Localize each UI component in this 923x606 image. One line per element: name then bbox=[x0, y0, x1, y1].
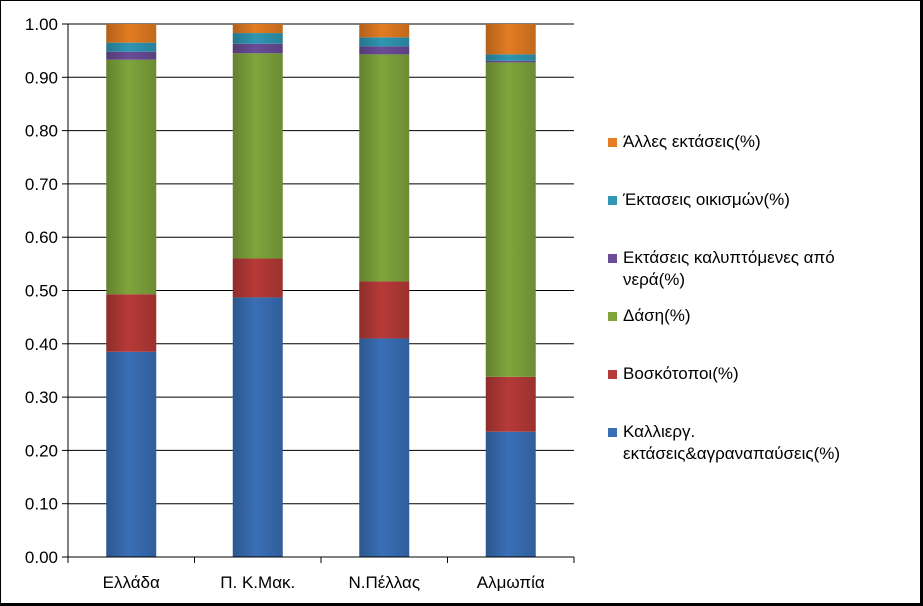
legend-label: Καλλιεργ. εκτάσεις&αγραναπαύσεις(%) bbox=[623, 422, 840, 463]
bar-segment bbox=[106, 51, 157, 60]
bar-segment bbox=[232, 297, 283, 557]
legend-label: Βοσκότοποι(%) bbox=[623, 364, 739, 383]
bar-segment bbox=[359, 46, 410, 55]
bar-segment bbox=[232, 43, 283, 54]
x-tick-labels: Ελλάδα Π. Κ.Μακ. Ν.Πέλλας Αλμωπία bbox=[103, 573, 545, 592]
bar-segment bbox=[106, 59, 157, 295]
bars bbox=[106, 24, 536, 557]
bar-segment bbox=[232, 24, 283, 34]
legend-label: Άλλες εκτάσεις(%) bbox=[623, 132, 761, 151]
bar-segment bbox=[359, 24, 410, 38]
legend-swatch bbox=[608, 254, 617, 263]
legend-swatch bbox=[608, 312, 617, 321]
legend-swatch bbox=[608, 428, 617, 437]
y-tick-label: 0.10 bbox=[25, 495, 58, 514]
y-tick-label: 0.40 bbox=[25, 335, 58, 354]
legend-item: Καλλιεργ. εκτάσεις&αγραναπαύσεις(%) bbox=[608, 422, 840, 463]
legend-item: Έκτασεις οικισμών(%) bbox=[608, 190, 790, 209]
bar-segment bbox=[232, 258, 283, 298]
legend-label: Δάση(%) bbox=[623, 306, 691, 325]
legend: Άλλες εκτάσεις(%) Έκτασεις οικισμών(%) Εκτ… bbox=[608, 132, 840, 463]
legend-item: Δάση(%) bbox=[608, 306, 691, 325]
bar-segment bbox=[106, 351, 157, 557]
y-tick-label: 0.70 bbox=[25, 175, 58, 194]
x-tick-label: Ν.Πέλλας bbox=[348, 573, 420, 592]
bar-segment bbox=[359, 338, 410, 557]
y-tick-label: 0.90 bbox=[25, 68, 58, 87]
bar-segment bbox=[485, 376, 536, 432]
legend-item: Άλλες εκτάσεις(%) bbox=[608, 132, 761, 151]
y-tick-label: 0.30 bbox=[25, 388, 58, 407]
y-tick-label: 0.80 bbox=[25, 122, 58, 141]
y-tick-label: 1.00 bbox=[25, 15, 58, 34]
bar-segment bbox=[485, 60, 536, 63]
x-tick-label: Αλμωπία bbox=[477, 573, 545, 592]
x-tick-label: Ελλάδα bbox=[103, 573, 160, 592]
legend-label: Έκτασεις οικισμών(%) bbox=[622, 190, 790, 209]
y-tick-label: 0.00 bbox=[25, 548, 58, 567]
legend-label: Εκτάσεις καλυπτόμενες από νερά(%) bbox=[623, 248, 835, 289]
y-tick-label: 0.60 bbox=[25, 228, 58, 247]
legend-swatch bbox=[608, 138, 617, 147]
bar-segment bbox=[485, 54, 536, 61]
axes bbox=[67, 24, 575, 563]
legend-item: Εκτάσεις καλυπτόμενες από νερά(%) bbox=[608, 248, 835, 289]
y-tick-label: 0.50 bbox=[25, 282, 58, 301]
bar-segment bbox=[232, 33, 283, 44]
bar-segment bbox=[232, 53, 283, 259]
bar-segment bbox=[106, 42, 157, 52]
bar-segment bbox=[106, 24, 157, 43]
legend-swatch bbox=[608, 370, 617, 379]
bar-segment bbox=[359, 37, 410, 47]
bar-segment bbox=[485, 24, 536, 55]
bar-segment bbox=[359, 54, 410, 282]
bar-segment bbox=[106, 294, 157, 352]
bar-segment bbox=[359, 281, 410, 339]
x-tick-label: Π. Κ.Μακ. bbox=[220, 573, 295, 592]
bar-segment bbox=[485, 62, 536, 377]
legend-swatch bbox=[608, 196, 617, 205]
y-tick-labels: 0.00 0.10 0.20 0.30 0.40 0.50 0.60 0.70 0.80 0.90… bbox=[25, 15, 58, 567]
legend-item: Βοσκότοποι(%) bbox=[608, 364, 739, 383]
bar-segment bbox=[485, 431, 536, 557]
y-tick-label: 0.20 bbox=[25, 441, 58, 460]
